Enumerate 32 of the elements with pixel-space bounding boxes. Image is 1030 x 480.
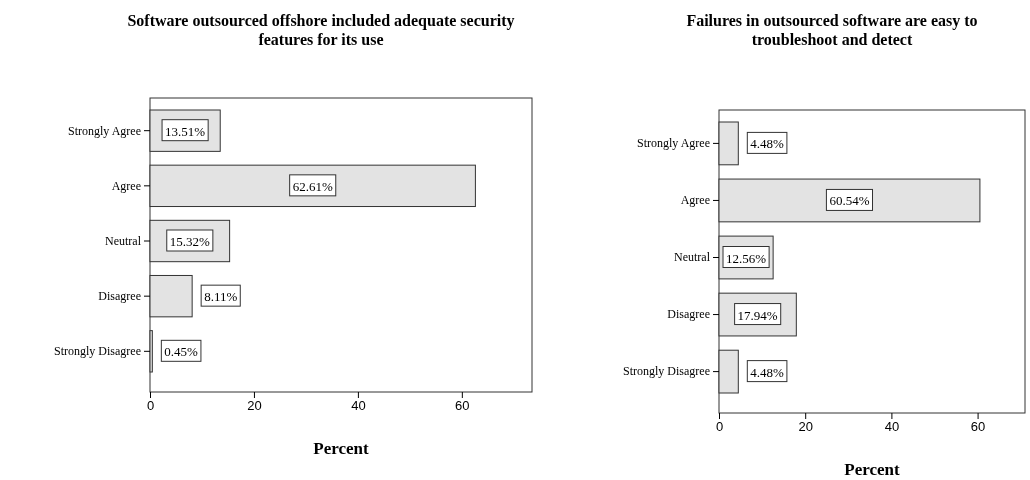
y-tick-label: Strongly Agree (68, 123, 141, 138)
x-tick-label: 0 (146, 398, 155, 414)
y-tick-label: Disagree (98, 289, 141, 303)
data-label: 8.11% (204, 289, 238, 305)
x-axis-title: Percent (844, 460, 901, 479)
data-label: 15.32% (169, 234, 211, 249)
y-tick-label: Agree (111, 178, 141, 193)
x-tick-label: 40 (884, 419, 900, 435)
data-label: 13.51% (165, 123, 206, 139)
chart-title: Failures in outsourced software are easy to troubleshoot and detect (686, 12, 978, 48)
chart-title: Software outsourced offshore included adequate security features for its use (127, 12, 515, 48)
x-tick-label: 0 (715, 419, 724, 435)
x-tick-label: 60 (970, 419, 986, 435)
data-label: 62.61% (292, 178, 333, 194)
x-tick-label: 40 (351, 398, 366, 414)
y-tick-label: Disagree (667, 307, 710, 322)
data-label: 0.45% (164, 344, 199, 360)
data-label: 17.94% (737, 307, 778, 323)
data-label: 4.48% (750, 136, 785, 152)
x-axis-title: Percent (313, 439, 370, 458)
y-tick-label: Agree (680, 193, 710, 208)
y-tick-label: Neutral (674, 250, 711, 265)
y-tick-label: Strongly Agree (637, 136, 710, 151)
x-tick-label: 20 (798, 419, 813, 435)
data-label: 12.56% (726, 250, 767, 266)
data-label: 4.48% (750, 364, 785, 380)
y-tick-label: Strongly Disagree (54, 344, 141, 359)
data-label: 60.54% (829, 193, 870, 209)
y-tick-label: Neutral (105, 233, 142, 248)
y-tick-label: Strongly Disagree (623, 364, 710, 379)
x-tick-label: 60 (455, 398, 470, 414)
x-tick-label: 20 (247, 398, 262, 414)
